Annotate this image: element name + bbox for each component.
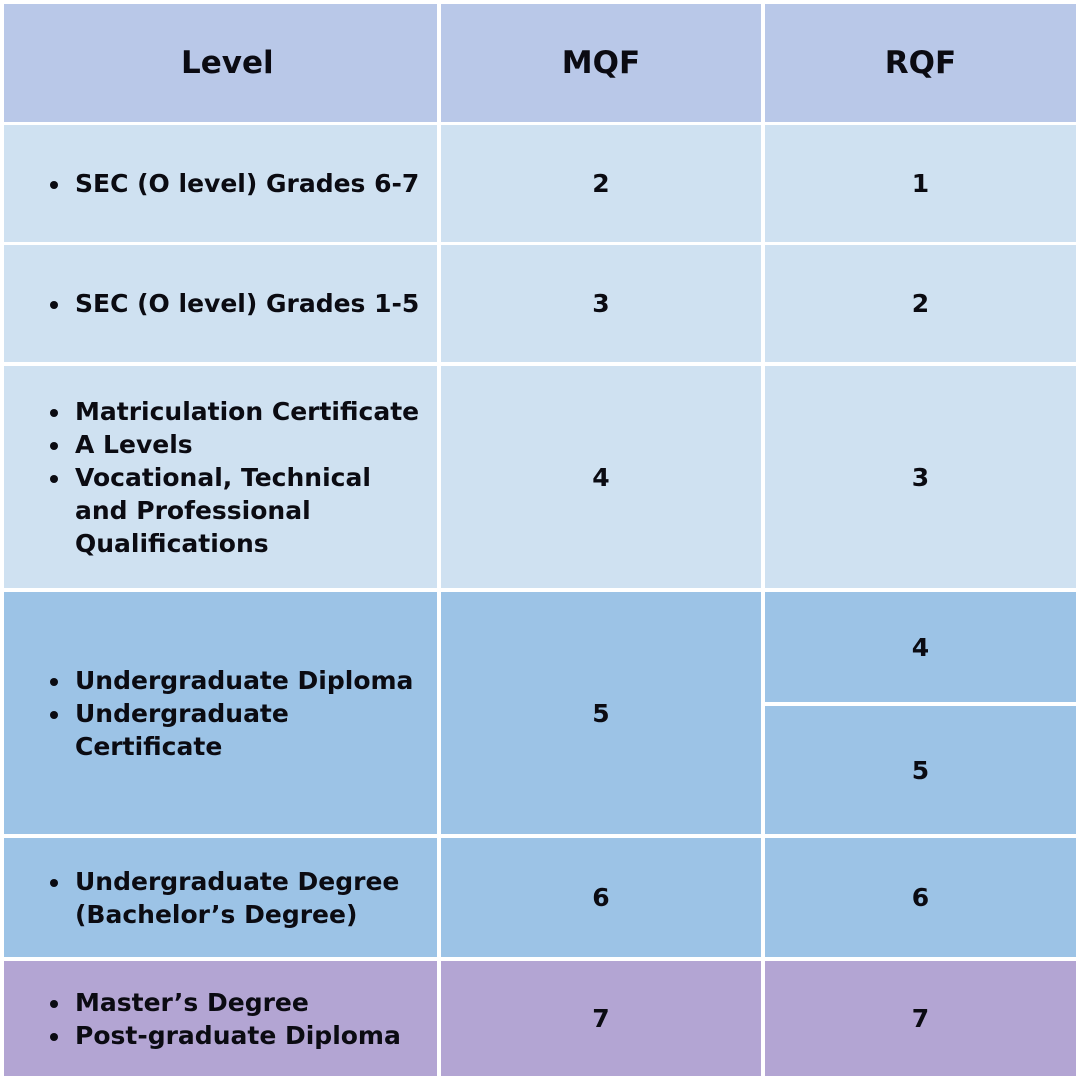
table-row-rqf: 7: [765, 961, 1076, 1076]
table-row-mqf: 7: [441, 961, 761, 1076]
table-row-mqf: 4: [441, 366, 761, 588]
list-item: Post-graduate Diploma: [48, 1019, 401, 1052]
rqf-value: 3: [911, 462, 930, 492]
table-row-mqf: 5: [441, 592, 761, 834]
rqf-value: 4: [911, 632, 930, 662]
mqf-value: 4: [592, 462, 610, 492]
rqf-value: 2: [911, 289, 930, 318]
table-row-mqf: 2: [441, 125, 761, 242]
list-item: SEC (O level) Grades 6-7: [48, 167, 419, 200]
table-row-levels: SEC (O level) Grades 6-7: [4, 125, 437, 242]
table-row-rqf: 4: [765, 592, 1076, 702]
table-row-mqf: 6: [441, 838, 761, 957]
list-item: Master’s Degree: [48, 986, 401, 1019]
rqf-value: 1: [911, 169, 930, 198]
mqf-value: 5: [592, 698, 610, 728]
table-row-levels: Matriculation Certificate A Levels Vocat…: [4, 366, 437, 588]
mqf-value: 3: [592, 289, 610, 318]
mqf-value: 6: [592, 883, 610, 912]
list-item: Undergraduate Certificate: [48, 697, 315, 763]
header-mqf: MQF: [561, 45, 641, 81]
rqf-value: 5: [911, 755, 930, 785]
table-row-rqf: 3: [765, 366, 1076, 588]
table-row-levels: Undergraduate Degree (Bachelor’s Degree): [4, 838, 437, 957]
table-row-rqf: 2: [765, 245, 1076, 362]
table-row-levels: Master’s Degree Post-graduate Diploma: [4, 961, 437, 1076]
list-item: Matriculation Certificate: [48, 395, 419, 428]
table-row-rqf: 1: [765, 125, 1076, 242]
header-rqf-cell: RQF: [765, 4, 1076, 122]
rqf-value: 7: [911, 1004, 930, 1033]
list-item: Undergraduate Diploma: [48, 664, 413, 697]
header-rqf: RQF: [884, 45, 957, 81]
list-item: Vocational, Technical and Professional Q…: [48, 461, 375, 560]
table-row-levels: Undergraduate Diploma Undergraduate Cert…: [4, 592, 437, 834]
header-level-cell: Level: [4, 4, 437, 122]
list-item: SEC (O level) Grades 1-5: [48, 287, 419, 320]
mqf-value: 2: [592, 169, 610, 198]
header-mqf-cell: MQF: [441, 4, 761, 122]
rqf-value: 6: [911, 883, 930, 912]
table-row-rqf: 5: [765, 706, 1076, 834]
table-row-mqf: 3: [441, 245, 761, 362]
header-level: Level: [181, 45, 274, 81]
mqf-value: 7: [592, 1004, 610, 1033]
list-item: A Levels: [48, 428, 419, 461]
table-row-levels: SEC (O level) Grades 1-5: [4, 245, 437, 362]
list-item: Undergraduate Degree (Bachelor’s Degree): [48, 865, 405, 931]
table-row-rqf: 6: [765, 838, 1076, 957]
